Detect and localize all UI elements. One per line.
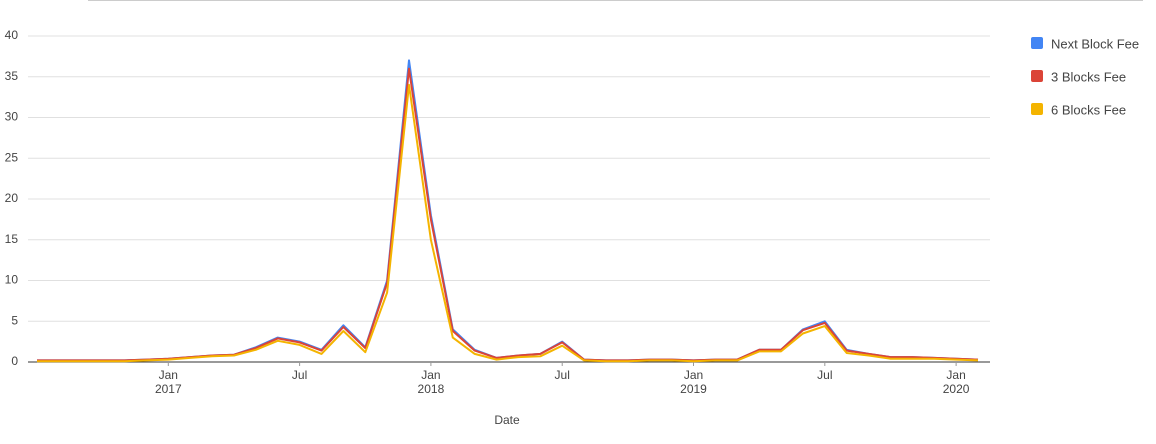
x-axis-title: Date — [494, 413, 520, 427]
y-tick-label: 30 — [5, 110, 19, 124]
y-tick-label: 0 — [11, 354, 18, 368]
y-tick-label: 25 — [5, 150, 19, 164]
legend-swatch — [1031, 37, 1043, 49]
series-line — [37, 83, 979, 363]
legend-swatch — [1031, 103, 1043, 115]
legend-label: 6 Blocks Fee — [1051, 102, 1126, 117]
x-tick-label: Jan 2017 — [155, 368, 182, 396]
x-tick-label: Jul — [555, 368, 570, 382]
y-tick-label: 40 — [5, 28, 19, 42]
y-tick-label: 15 — [5, 232, 19, 246]
y-tick-label: 5 — [11, 313, 18, 327]
legend-label: 3 Blocks Fee — [1051, 69, 1126, 84]
x-tick-label: Jan 2020 — [943, 368, 970, 396]
x-tick-label: Jul — [292, 368, 307, 382]
series-line — [37, 59, 979, 362]
series-line — [37, 67, 979, 362]
x-tick-label: Jan 2018 — [418, 368, 445, 396]
y-tick-label: 20 — [5, 191, 19, 205]
x-tick-label: Jul — [817, 368, 832, 382]
legend-swatch — [1031, 70, 1043, 82]
legend-label: Next Block Fee — [1051, 36, 1139, 51]
y-tick-label: 35 — [5, 69, 19, 83]
x-tick-label: Jan 2019 — [680, 368, 707, 396]
y-tick-label: 10 — [5, 273, 19, 287]
